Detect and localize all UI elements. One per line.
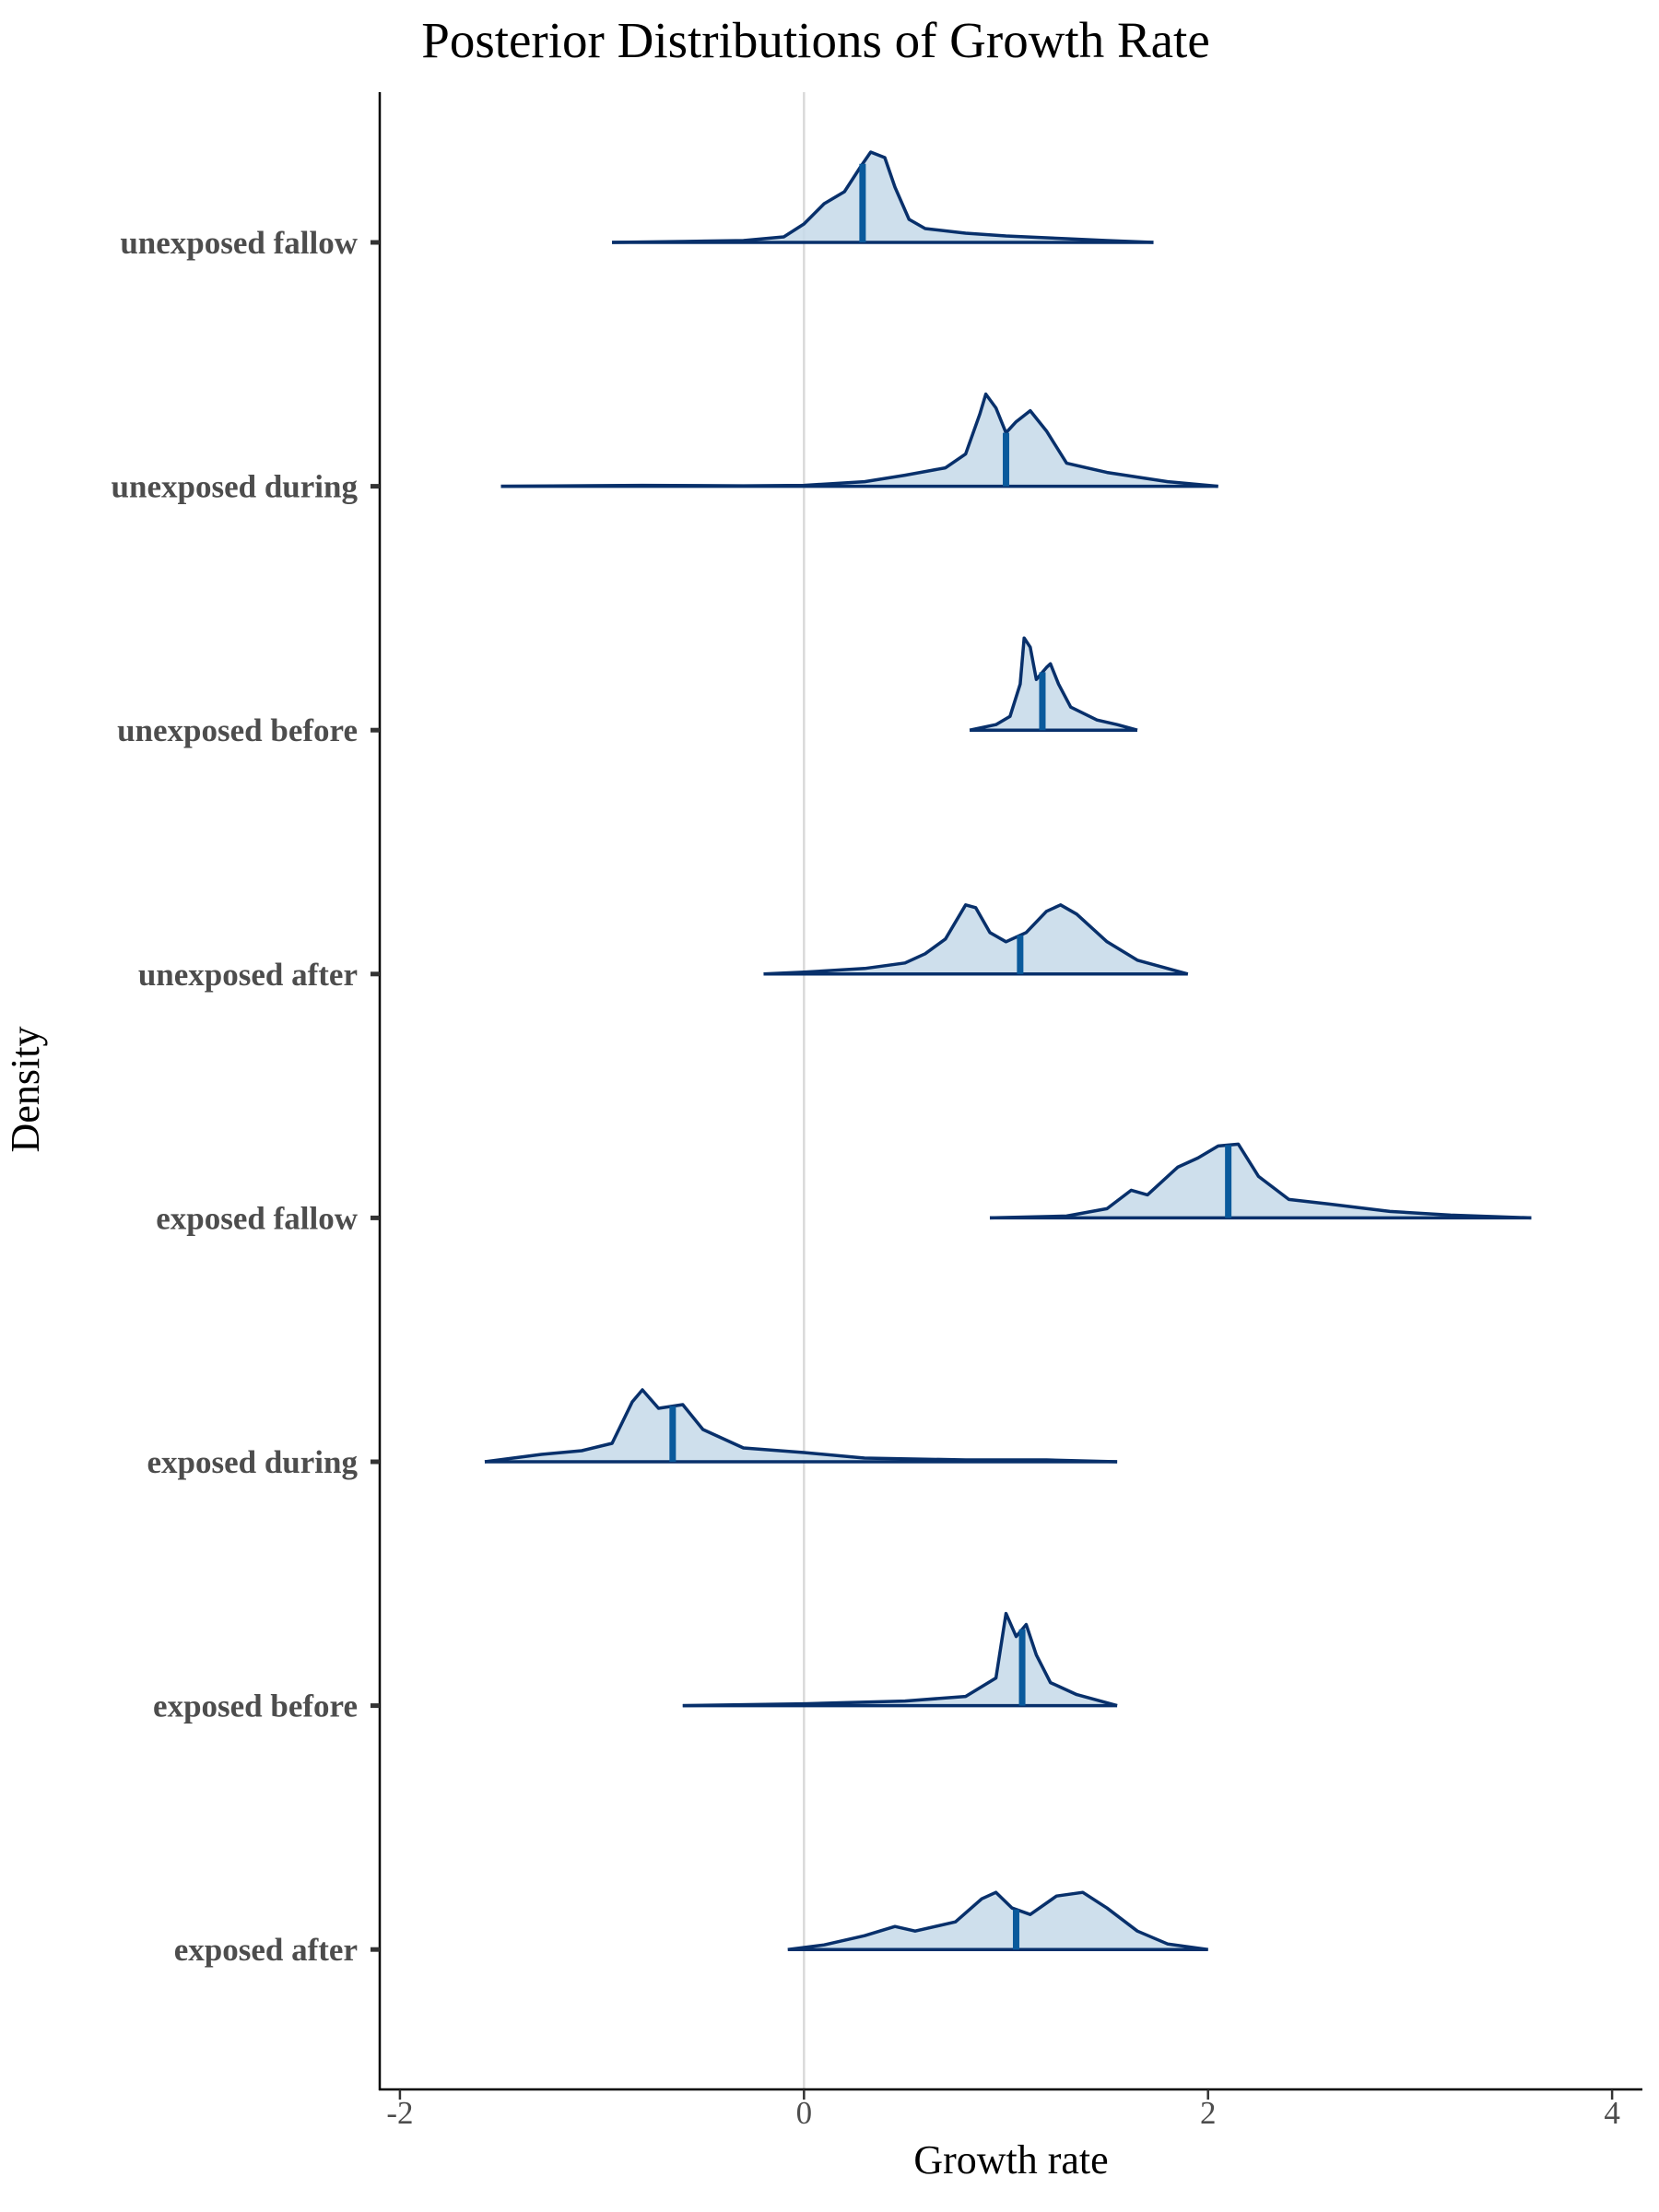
density-curve: [682, 1611, 1118, 1708]
y-tick-label: unexposed fallow: [120, 225, 358, 261]
x-tick-label: -2: [386, 2095, 413, 2131]
density-curve: [763, 903, 1189, 976]
x-tick-label: 2: [1200, 2095, 1217, 2131]
ridge-unexposed-after: [763, 903, 1189, 976]
ridge-exposed-fallow: [989, 1142, 1532, 1220]
density-fill: [787, 1892, 1208, 1950]
chart-title: Posterior Distributions of Growth Rate: [421, 12, 1209, 68]
density-fill: [485, 1390, 1118, 1462]
y-tick-label: unexposed before: [117, 712, 358, 748]
density-fill: [990, 1144, 1532, 1218]
density-fill: [970, 638, 1137, 731]
y-tick-label: exposed after: [174, 1932, 358, 1968]
x-axis-title: Growth rate: [913, 2137, 1108, 2183]
density-fill: [612, 152, 1154, 242]
ridge-exposed-after: [787, 1890, 1208, 1951]
y-tick-label: exposed during: [147, 1444, 358, 1480]
x-axis-ticks: -2 0 2 4: [386, 2089, 1620, 2131]
x-tick-label: 0: [796, 2095, 813, 2131]
ridge-exposed-during: [484, 1388, 1118, 1464]
density-fill: [682, 1613, 1118, 1706]
density-curve: [484, 1388, 1118, 1464]
ridge-unexposed-before: [969, 636, 1138, 732]
ridge-unexposed-during: [500, 392, 1218, 488]
ridges-group: [484, 150, 1532, 1951]
y-axis-title: Density: [3, 1027, 48, 1153]
ridge-exposed-before: [682, 1611, 1118, 1708]
y-axis-ticks: unexposed fallow unexposed during unexpose…: [112, 225, 380, 1968]
density-curve: [612, 150, 1154, 244]
density-curve: [500, 392, 1218, 488]
y-tick-label: unexposed during: [112, 469, 359, 505]
density-fill: [763, 904, 1188, 974]
density-curve: [989, 1142, 1532, 1220]
y-tick-label: unexposed after: [138, 957, 358, 993]
density-fill: [500, 394, 1218, 487]
y-tick-label: exposed fallow: [156, 1200, 358, 1236]
ridge-unexposed-fallow: [612, 150, 1154, 244]
y-tick-label: exposed before: [153, 1688, 358, 1724]
x-tick-label: 4: [1604, 2095, 1620, 2131]
density-curve: [787, 1890, 1208, 1951]
